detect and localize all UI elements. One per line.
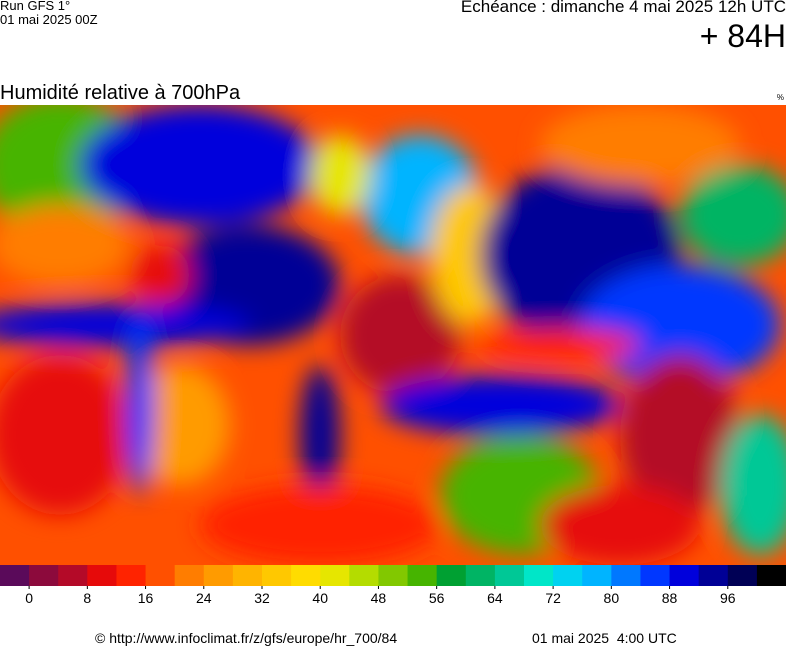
colorbar-tick-label: 80 xyxy=(604,590,620,606)
colorbar-tick-label: 72 xyxy=(545,590,561,606)
colorbar-swatch xyxy=(553,565,583,586)
colorbar-tick-label: 48 xyxy=(371,590,387,606)
colorbar-swatch xyxy=(756,565,786,586)
colorbar-swatch xyxy=(203,565,234,586)
colorbar-tick-label: 24 xyxy=(196,590,212,606)
colorbar-tick-label: 0 xyxy=(25,590,33,606)
colorbar-swatch xyxy=(436,565,467,586)
colorbar-swatch xyxy=(407,565,438,586)
unit: % xyxy=(776,93,784,102)
source: © http://www.infoclimat.fr/z/gfs/europe/… xyxy=(95,630,398,646)
colorbar-swatch xyxy=(465,565,496,586)
colorbar-swatch xyxy=(349,565,379,586)
generated: 01 mai 2025 4:00 UTC xyxy=(532,630,677,646)
colorbar-swatch xyxy=(58,565,88,586)
colorbar-swatch xyxy=(582,565,612,586)
colorbar-swatch xyxy=(320,565,350,586)
colorbar-swatch xyxy=(0,565,30,586)
colorbar-swatch xyxy=(378,565,409,586)
colorbar-tick-label: 8 xyxy=(83,590,91,606)
colorbar-tick-label: 64 xyxy=(487,590,503,606)
colorbar-swatch xyxy=(232,565,263,586)
colorbar-swatch xyxy=(727,565,758,586)
colorbar-tick-label: 56 xyxy=(429,590,445,606)
colorbar-swatch xyxy=(145,565,176,586)
run-label: Run GFS 1° xyxy=(0,0,71,13)
colorbar-tick-label: 16 xyxy=(138,590,154,606)
colorbar-swatch xyxy=(524,565,554,586)
run-date: 01 mai 2025 00Z xyxy=(0,12,98,27)
colorbar-swatch xyxy=(262,565,292,586)
colorbar-swatch xyxy=(611,565,641,586)
map-title: Humidité relative à 700hPa xyxy=(0,82,241,104)
colorbar-tick-label: 40 xyxy=(312,590,328,606)
valid-time: Echéance : dimanche 4 mai 2025 12h UTC xyxy=(460,0,786,16)
colorbar-swatch xyxy=(87,565,117,586)
colorbar-swatch xyxy=(669,565,700,586)
humidity-map xyxy=(0,105,786,565)
lead-time: + 84H xyxy=(699,18,786,54)
colorbar-swatch xyxy=(291,565,321,586)
colorbar-tick-label: 32 xyxy=(254,590,270,606)
colorbar-swatch xyxy=(29,565,59,586)
colorbar-swatch xyxy=(698,565,729,586)
colorbar-tick-label: 96 xyxy=(720,590,736,606)
colorbar-swatch xyxy=(174,565,205,586)
colorbar-swatch xyxy=(494,565,525,586)
colorbar-swatch xyxy=(116,565,147,586)
colorbar: 0 8 16 24 32 40 48 56 64 72 80 88 96 xyxy=(0,565,786,606)
colorbar-swatch xyxy=(640,565,671,586)
colorbar-tick-label: 88 xyxy=(662,590,678,606)
